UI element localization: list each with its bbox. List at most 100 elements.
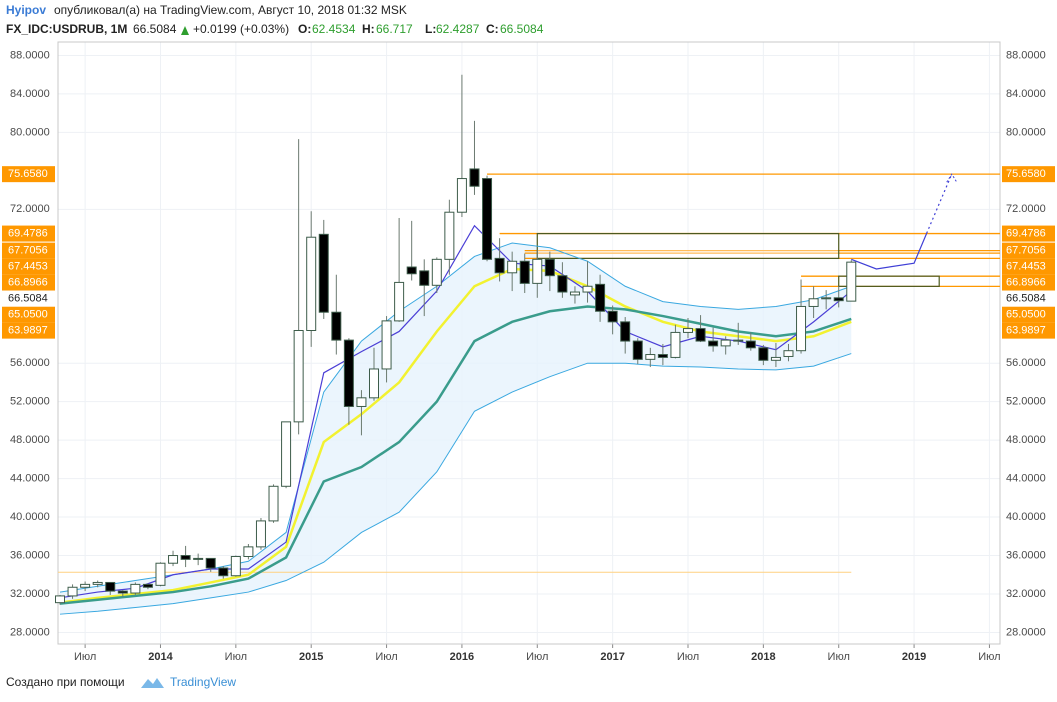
x-tick-label: Июл — [978, 651, 1000, 663]
candle-body — [55, 595, 65, 604]
price-label: 63.9897 — [8, 325, 48, 337]
candle-body — [456, 178, 467, 213]
y-tick-label: 52.0000 — [1006, 396, 1046, 408]
forecast-line — [851, 233, 928, 270]
price-label: 63.9897 — [1006, 325, 1046, 337]
candle-body — [532, 258, 543, 284]
x-tick-label: Июл — [74, 651, 96, 663]
candle-body — [331, 311, 342, 341]
brand[interactable]: TradingView — [170, 675, 236, 689]
price-label: 66.5084 — [8, 293, 48, 305]
y-tick-label: 32.0000 — [1006, 588, 1046, 600]
ohlc-label: O: — [298, 22, 311, 36]
candle-body — [557, 275, 568, 293]
price-label: 65.0500 — [1006, 309, 1046, 321]
candle-body — [632, 340, 643, 360]
candle-body — [431, 258, 442, 286]
high-value: 66.717 — [376, 22, 413, 36]
y-tick-label: 32.0000 — [10, 588, 50, 600]
open-value: 62.4534 — [312, 22, 356, 36]
price-label-bg — [1002, 290, 1055, 307]
candle-body — [369, 368, 379, 399]
candle-body — [218, 567, 229, 577]
price-label-bg — [2, 225, 55, 242]
indicator-line — [59, 267, 852, 604]
author[interactable]: Hyipov — [6, 3, 46, 17]
logo[interactable] — [141, 678, 164, 688]
indicator-line — [59, 353, 852, 615]
y-tick-label: 28.0000 — [10, 626, 50, 638]
ohlc-label: C: — [486, 22, 499, 36]
y-tick-label: 40.0000 — [1006, 511, 1046, 523]
credit: Создано при помощи — [6, 675, 125, 689]
candle-body — [796, 305, 807, 352]
y-tick-label: 48.0000 — [10, 434, 50, 446]
y-tick-label: 56.0000 — [10, 357, 50, 369]
indicator-line — [59, 305, 852, 605]
candle-body — [394, 281, 405, 322]
y-tick-label: 44.0000 — [10, 473, 50, 485]
candle-body — [720, 339, 731, 347]
candle-body — [243, 546, 254, 557]
price-label: 66.8966 — [8, 277, 48, 289]
price-label-bg — [1002, 274, 1055, 291]
plot-frame — [57, 41, 1001, 645]
price-label: 67.7056 — [1006, 245, 1046, 257]
x-tick-label: 2015 — [299, 651, 323, 663]
zone-box — [838, 275, 940, 287]
y-tick-label: 72.0000 — [10, 203, 50, 215]
y-tick-label: 36.0000 — [1006, 549, 1046, 561]
price-label: 65.0500 — [8, 309, 48, 321]
candle-body — [846, 261, 857, 302]
candle-body — [569, 291, 580, 296]
last-price: 66.5084 — [133, 22, 177, 36]
x-tick-label: Июл — [526, 651, 548, 663]
candle-body — [230, 555, 241, 577]
candle-body — [343, 339, 354, 407]
y-tick-label: 40.0000 — [10, 511, 50, 523]
candle-body — [808, 298, 819, 307]
price-label: 69.4786 — [8, 227, 48, 239]
y-tick-label: 84.0000 — [10, 88, 50, 100]
candle-body — [318, 233, 329, 313]
indicator-line — [59, 224, 852, 599]
price-label-bg — [2, 274, 55, 291]
candle-body — [494, 257, 505, 274]
candle-body — [670, 331, 681, 358]
price-label-bg — [2, 322, 55, 339]
candle-body — [733, 339, 744, 342]
candle-body — [419, 270, 430, 286]
candle-body — [193, 557, 204, 560]
candle-body — [607, 310, 618, 323]
price-label-bg — [2, 258, 55, 275]
price-label: 75.6580 — [1006, 168, 1046, 180]
price-label-bg — [2, 306, 55, 323]
candle-body — [770, 356, 781, 361]
price-label: 67.4453 — [8, 261, 48, 273]
candle-body — [482, 178, 493, 260]
x-tick-label: 2017 — [600, 651, 624, 663]
candle-body — [444, 211, 455, 260]
price-label-bg — [1002, 258, 1055, 275]
price-label-bg — [2, 242, 55, 259]
ohlc-label: L: — [425, 22, 436, 36]
price-label-bg — [1002, 322, 1055, 339]
candle-body — [356, 397, 367, 407]
change: +0.0199 (+0.03%) — [193, 22, 289, 36]
x-tick-label: Июл — [225, 651, 247, 663]
y-tick-label: 88.0000 — [10, 49, 50, 61]
y-tick-label: 56.0000 — [1006, 357, 1046, 369]
candle-body — [783, 350, 794, 357]
price-label: 67.4453 — [1006, 261, 1046, 273]
price-label-bg — [1002, 242, 1055, 259]
y-tick-label: 28.0000 — [1006, 626, 1046, 638]
y-tick-label: 52.0000 — [10, 396, 50, 408]
candle-body — [105, 581, 116, 592]
price-label-bg — [1002, 225, 1055, 242]
candle-body — [293, 329, 304, 423]
candle-body — [80, 583, 91, 588]
y-tick-label: 44.0000 — [1006, 473, 1046, 485]
y-tick-label: 80.0000 — [1006, 126, 1046, 138]
candle-body — [205, 557, 216, 569]
